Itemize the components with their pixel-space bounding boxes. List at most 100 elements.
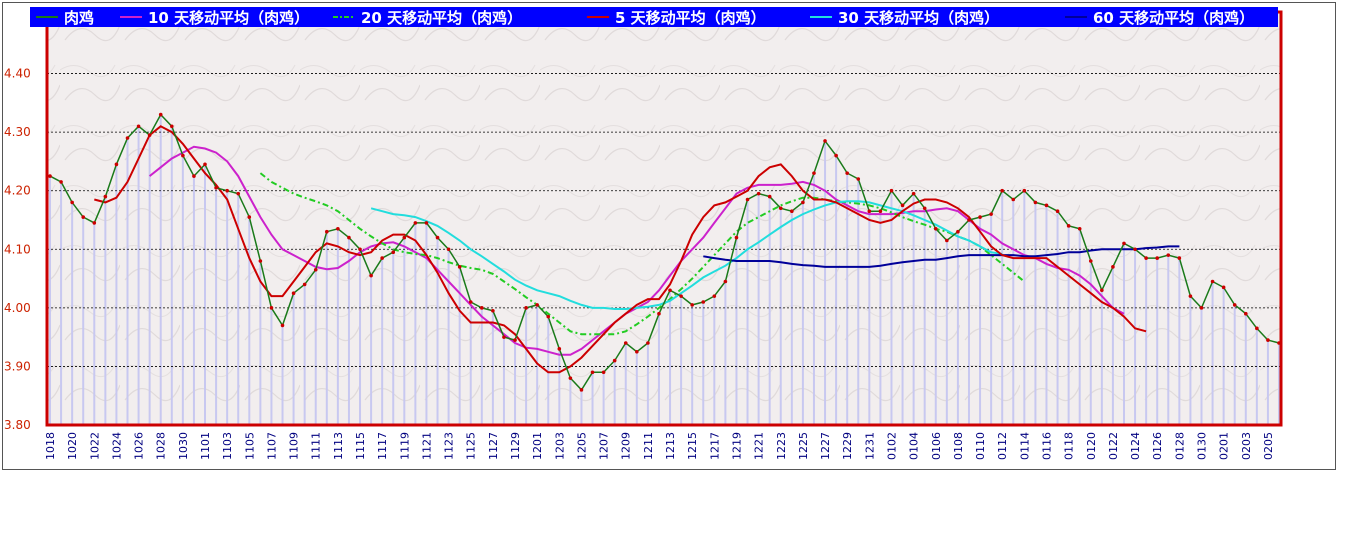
x-tick-label: 0130 (1195, 432, 1208, 460)
data-point (81, 215, 86, 219)
x-tick-label: 1121 (420, 432, 433, 460)
data-point (579, 388, 584, 392)
x-axis: 1018 1020 1022 1024 1026 1028 1030 1101 1103 1105… (44, 432, 1275, 460)
data-point (989, 212, 993, 216)
data-point (1055, 209, 1060, 214)
data-point (468, 300, 473, 304)
data-point (978, 215, 982, 219)
x-tick-label: 1227 (819, 432, 832, 460)
data-point (435, 235, 440, 240)
x-tick-label: 1026 (133, 432, 146, 460)
data-point (967, 218, 971, 222)
data-point (535, 303, 539, 307)
x-tick-label: 1215 (686, 432, 699, 460)
x-tick-label: 1105 (243, 432, 256, 460)
data-point (1033, 200, 1038, 205)
x-tick-label: 0108 (952, 432, 965, 460)
data-point (524, 306, 528, 310)
x-tick-label: 1201 (531, 432, 544, 460)
y-tick-label: 3.90 (4, 359, 31, 373)
series-line (49, 113, 1280, 392)
x-tick-label: 1211 (642, 432, 655, 460)
data-point (1243, 311, 1248, 316)
data-point (767, 194, 772, 199)
data-point (1232, 303, 1237, 307)
x-tick-label: 1024 (110, 432, 123, 460)
data-point (48, 174, 52, 178)
data-point (834, 153, 838, 158)
data-point (158, 112, 163, 117)
data-point (801, 200, 805, 205)
x-tick-label: 0124 (1129, 432, 1142, 460)
data-point (147, 133, 152, 137)
data-point (823, 139, 827, 143)
y-axis: 3.80 3.90 4.00 4.10 4.20 4.30 4.40 (4, 67, 31, 432)
data-point (125, 136, 130, 140)
data-point (1122, 241, 1126, 246)
data-point (92, 221, 97, 225)
data-point (1166, 253, 1171, 257)
data-point (712, 294, 717, 298)
data-point (778, 206, 783, 211)
data-point (136, 124, 141, 129)
data-point (380, 256, 384, 260)
legend-label: 5 天移动平均（肉鸡） (615, 9, 766, 27)
x-tick-label: 1205 (575, 432, 588, 460)
legend-label: 肉鸡 (64, 9, 94, 27)
y-tick-label: 4.40 (4, 67, 31, 81)
data-point (657, 311, 661, 316)
data-point (668, 288, 672, 293)
data-point (1011, 197, 1016, 202)
x-tick-label: 1107 (265, 432, 278, 460)
data-point (790, 209, 794, 214)
x-tick-label: 0104 (908, 432, 921, 460)
x-tick-label: 1219 (730, 432, 743, 460)
data-point (325, 229, 329, 234)
bar-layer (49, 114, 1280, 425)
data-point (59, 180, 63, 184)
data-point (1111, 265, 1115, 269)
data-point (878, 209, 883, 214)
x-tick-label: 1119 (398, 432, 411, 460)
x-tick-label: 0122 (1107, 432, 1120, 460)
x-tick-label: 0102 (885, 432, 898, 460)
data-point (1066, 224, 1071, 228)
x-tick-label: 0205 (1262, 432, 1275, 460)
data-point (291, 291, 296, 296)
data-point (446, 247, 451, 252)
data-point (391, 250, 396, 255)
data-point (269, 306, 274, 310)
x-tick-label: 1217 (708, 432, 721, 460)
x-tick-label: 1020 (66, 432, 79, 460)
x-tick-label: 1018 (44, 432, 57, 460)
x-tick-label: 1117 (376, 432, 389, 460)
data-point (1077, 226, 1082, 231)
x-tick-label: 1223 (775, 432, 788, 460)
x-tick-label: 1125 (465, 432, 478, 460)
data-point (491, 308, 495, 313)
data-point (1255, 326, 1259, 331)
x-tick-label: 1103 (221, 432, 234, 460)
data-point (623, 341, 628, 345)
data-point (225, 188, 229, 193)
data-point (502, 335, 506, 339)
data-point (192, 174, 196, 178)
plot-background (47, 12, 1281, 425)
x-tick-label: 1115 (354, 432, 367, 460)
data-point (933, 226, 938, 231)
data-point (480, 306, 484, 310)
data-point (956, 229, 960, 234)
data-point (679, 294, 683, 298)
data-point (922, 206, 927, 211)
data-point (1144, 256, 1148, 260)
data-point (236, 191, 241, 196)
x-tick-label: 1231 (863, 432, 876, 460)
data-point (402, 235, 407, 240)
data-point (1210, 279, 1215, 284)
x-tick-label: 0201 (1218, 432, 1231, 460)
series-line (703, 245, 1180, 268)
data-point (169, 124, 174, 129)
x-tick-label: 1022 (88, 432, 101, 460)
x-tick-label: 0128 (1173, 432, 1186, 460)
